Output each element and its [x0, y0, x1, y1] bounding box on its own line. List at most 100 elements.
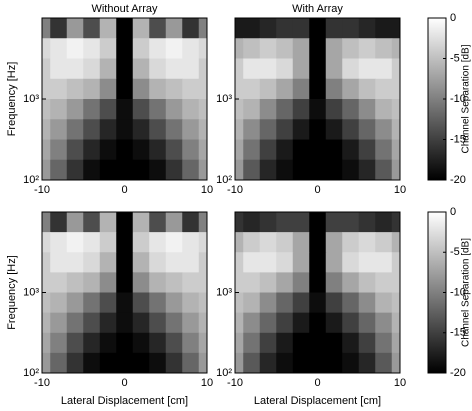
cell	[198, 139, 207, 161]
cell	[235, 312, 244, 334]
cell	[182, 99, 200, 120]
cell	[83, 272, 101, 293]
cell	[66, 272, 84, 293]
cell	[375, 18, 393, 39]
cell	[198, 99, 207, 120]
cell	[342, 78, 360, 100]
panel-title: With Array	[292, 3, 343, 15]
cell	[66, 159, 84, 180]
cell	[276, 332, 294, 354]
cell	[243, 18, 261, 39]
cell	[342, 159, 360, 180]
cell	[42, 232, 51, 253]
cell	[50, 252, 68, 273]
cell	[198, 78, 207, 100]
cell	[50, 312, 68, 334]
cell	[66, 38, 84, 60]
cell	[292, 58, 310, 80]
cell	[99, 232, 117, 253]
cell	[50, 38, 68, 60]
cell	[243, 292, 261, 314]
cell	[42, 272, 51, 293]
panel-title: Without Array	[91, 3, 158, 15]
cell	[391, 252, 400, 273]
cell	[149, 272, 167, 293]
cell	[259, 352, 277, 373]
cell	[198, 352, 207, 373]
x-tick-label: 0	[314, 377, 320, 389]
cell	[50, 292, 68, 314]
cell	[99, 99, 117, 120]
cell	[198, 159, 207, 180]
cell	[99, 352, 117, 373]
cell	[292, 292, 310, 314]
cell	[42, 38, 51, 60]
cell	[342, 38, 360, 60]
cell	[391, 18, 400, 39]
cell	[309, 232, 327, 253]
cell	[276, 272, 294, 293]
colorbar-tick-label: -20	[450, 367, 466, 379]
cell	[83, 232, 101, 253]
cell	[42, 332, 51, 354]
cell	[358, 212, 376, 233]
cell	[42, 159, 51, 180]
cell	[292, 119, 310, 141]
cell	[83, 38, 101, 60]
cell	[276, 212, 294, 233]
cell	[276, 99, 294, 120]
cell	[235, 38, 244, 60]
cell	[116, 212, 134, 233]
cell	[165, 78, 183, 100]
cell	[276, 292, 294, 314]
x-tick-label: 10	[394, 184, 406, 196]
cell	[50, 18, 68, 39]
x-tick-label: -10	[227, 377, 243, 389]
cell	[99, 159, 117, 180]
cell	[325, 159, 343, 180]
cell	[198, 292, 207, 314]
cell	[309, 272, 327, 293]
cell	[375, 272, 393, 293]
cell	[342, 332, 360, 354]
cell	[149, 18, 167, 39]
cell	[182, 212, 200, 233]
x-tick-label: -10	[34, 184, 50, 196]
cell	[99, 292, 117, 314]
cell	[259, 159, 277, 180]
cell	[83, 252, 101, 273]
cell	[276, 78, 294, 100]
cell	[149, 139, 167, 161]
cell	[243, 312, 261, 334]
colorbar-tick-label: 0	[450, 206, 456, 218]
cell	[116, 18, 134, 39]
cell	[66, 78, 84, 100]
cell	[309, 352, 327, 373]
cell	[358, 272, 376, 293]
cell	[42, 139, 51, 161]
cell	[358, 352, 376, 373]
cell	[50, 58, 68, 80]
cell	[358, 332, 376, 354]
cell	[342, 312, 360, 334]
cell	[375, 58, 393, 80]
cell	[325, 332, 343, 354]
cell	[116, 312, 134, 334]
cell	[391, 78, 400, 100]
cell	[342, 18, 360, 39]
cell	[375, 332, 393, 354]
cell	[99, 18, 117, 39]
cell	[149, 119, 167, 141]
cell	[198, 18, 207, 39]
heatmap	[235, 18, 400, 180]
cell	[292, 272, 310, 293]
x-axis-label: Lateral Displacement [cm]	[254, 395, 381, 407]
cell	[83, 139, 101, 161]
cell	[259, 312, 277, 334]
cell	[132, 292, 150, 314]
cell	[325, 252, 343, 273]
cell	[42, 58, 51, 80]
cell	[243, 38, 261, 60]
cell	[292, 312, 310, 334]
colorbar-tick-label: -10	[450, 286, 466, 298]
